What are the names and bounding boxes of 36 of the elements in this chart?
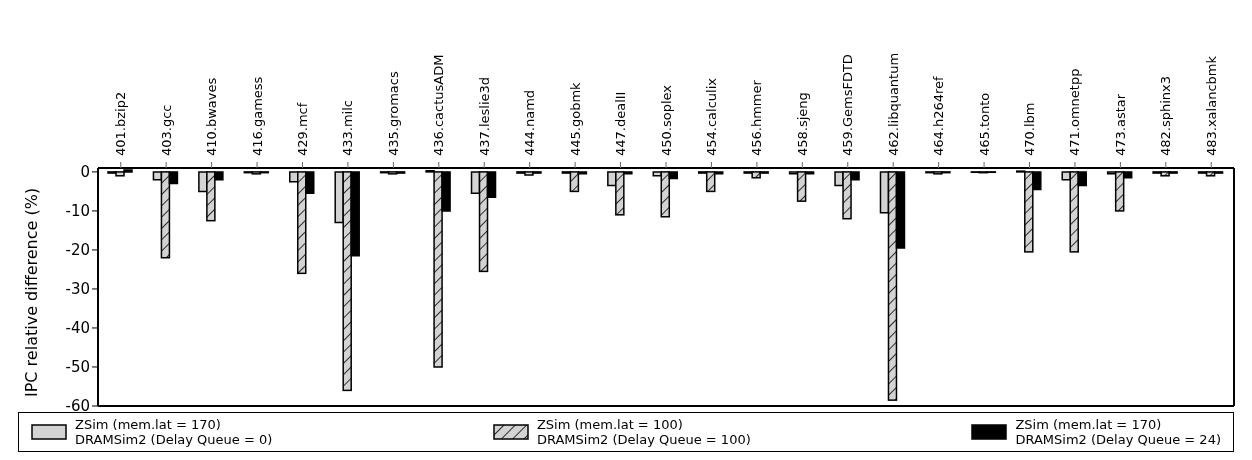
x-tick-label: 483.xalancbmk <box>1203 55 1219 156</box>
y-axis-title: IPC relative difference (%) <box>21 187 41 397</box>
x-tick-label: 429.mcf <box>294 102 310 156</box>
x-tick-label: 458.sjeng <box>794 92 810 156</box>
x-tick-label: 403.gcc <box>158 104 174 156</box>
x-tick-label: 445.gobmk <box>567 81 583 156</box>
x-tick-label: 437.leslie3d <box>476 76 492 156</box>
x-tick-label: 454.calculix <box>703 77 719 156</box>
x-tick-label: 401.bzip2 <box>113 91 129 156</box>
x-tick-label: 450.soplex <box>658 84 674 156</box>
y-tick-label: -60 <box>65 397 90 416</box>
x-tick-label: 435.gromacs <box>385 71 401 156</box>
legend-label: ZSim (mem.lat = 100) DRAMSim2 (Delay Queue = 100) <box>536 417 751 447</box>
y-tick-label: -10 <box>65 202 90 221</box>
x-tick-label: 462.libquantum <box>885 52 901 156</box>
y-tick-label: -30 <box>65 280 90 299</box>
y-tick-label: -50 <box>65 358 90 377</box>
x-tick-label: 456.hmmer <box>749 79 765 156</box>
x-tick-label: 436.cactusADM <box>431 54 447 156</box>
legend-label: ZSim (mem.lat = 170) DRAMSim2 (Delay Queue = 0) <box>75 417 273 447</box>
x-tick-label: 433.milc <box>340 100 356 156</box>
x-tick-label: 473.astar <box>1112 93 1128 156</box>
x-tick-label: 465.tonto <box>976 92 992 156</box>
x-tick-label: 464.h264ref <box>931 75 947 156</box>
x-tick-label: 444.namd <box>522 89 538 156</box>
x-tick-label: 416.gamess <box>249 76 265 156</box>
x-tick-label: 447.dealII <box>613 91 629 156</box>
x-tick-label: 471.omnetpp <box>1067 68 1083 156</box>
x-tick-label: 482.sphinx3 <box>1158 75 1174 156</box>
x-tick-label: 410.bwaves <box>204 77 220 156</box>
legend-label: ZSim (mem.lat = 170) DRAMSim2 (Delay Queue = 24) <box>1015 417 1221 447</box>
y-tick-label: -20 <box>65 241 90 260</box>
x-tick-label: 459.GemsFDTD <box>840 54 856 156</box>
y-tick-label: 0 <box>80 163 90 182</box>
x-tick-label: 470.lbm <box>1022 102 1038 156</box>
y-tick-label: -40 <box>65 319 90 338</box>
